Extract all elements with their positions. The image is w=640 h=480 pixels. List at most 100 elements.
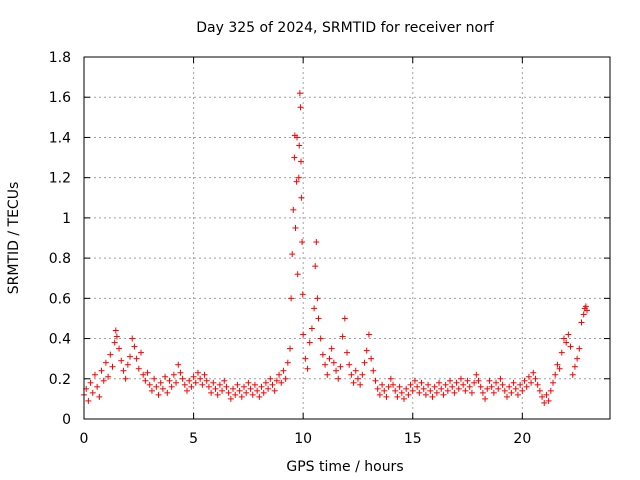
data-point [127,353,134,360]
data-point [87,379,94,386]
data-point [517,381,524,388]
data-point [122,375,129,382]
data-point [317,335,324,342]
data-point [120,367,127,374]
data-point [290,206,297,213]
data-point [269,381,276,388]
data-point [541,399,548,406]
data-point [296,90,303,97]
data-point [372,377,379,384]
data-point [571,363,578,370]
data-point [444,387,451,394]
y-tick-label: 1.6 [49,90,71,106]
data-point [308,325,315,332]
data-point [302,355,309,362]
data-point [326,355,333,362]
data-point [118,357,125,364]
data-point [427,387,434,394]
data-point [116,345,123,352]
data-point [105,373,112,380]
data-point [506,383,513,390]
data-point [292,224,299,231]
data-point [219,387,226,394]
data-point [148,387,155,394]
data-point [396,383,403,390]
data-point [418,379,425,386]
data-point [464,377,471,384]
data-point [556,365,563,372]
data-point [256,393,263,400]
data-point [495,385,502,392]
data-point [157,379,164,386]
data-point [453,379,460,386]
data-point [390,381,397,388]
data-point [583,307,590,314]
data-point [175,361,182,368]
data-point [523,383,530,390]
data-point [177,369,184,376]
data-point [429,393,436,400]
data-point [151,375,158,382]
data-point [387,375,394,382]
data-point [383,393,390,400]
data-point [223,383,230,390]
data-point [168,383,175,390]
data-point [135,365,142,372]
data-point [545,397,552,404]
data-point [201,371,208,378]
data-point [578,319,585,326]
data-point [203,377,210,384]
data-point [299,291,306,298]
data-point [107,351,114,358]
data-point [262,379,269,386]
data-point [514,391,521,398]
axis-ticks: 0 5 10 15 20 0 0.2 0.4 0.6 0.8 1 1.2 1.4 1.6 1.8 [49,50,610,447]
data-point [484,385,491,392]
data-point [475,377,482,384]
data-point [563,339,570,346]
y-axis-label: SRMTID / TECUs [6,182,22,295]
data-point [337,363,344,370]
data-point [405,391,412,398]
data-point [330,359,337,366]
data-point [328,345,335,352]
data-point [166,377,173,384]
chart-title: Day 325 of 2024, SRMTID for receiver nor… [196,20,495,36]
data-point [569,371,576,378]
data-point [440,391,447,398]
data-point [447,377,454,384]
data-point [221,377,228,384]
data-point [186,377,193,384]
data-point [414,383,421,390]
data-point [370,367,377,374]
data-point [580,311,587,318]
data-point [550,379,557,386]
data-point [164,389,171,396]
data-point [567,343,574,350]
data-point [276,371,283,378]
data-point [497,375,504,382]
data-point [284,359,291,366]
data-point [365,331,372,338]
data-point [528,379,535,386]
data-point [129,335,136,342]
data-point [173,379,180,386]
data-point [422,391,429,398]
data-point [251,381,258,388]
data-point [153,383,160,390]
y-tick-label: 0.4 [49,332,71,348]
data-point [294,134,301,141]
data-point [197,375,204,382]
data-point [499,381,506,388]
data-point [374,385,381,392]
data-point [208,389,215,396]
data-point [192,379,199,386]
data-point [510,379,517,386]
data-point [503,393,510,400]
data-point [304,365,311,372]
y-tick-label: 0.2 [49,372,71,388]
data-point [113,333,120,340]
data-point [539,393,546,400]
data-point [254,387,261,394]
